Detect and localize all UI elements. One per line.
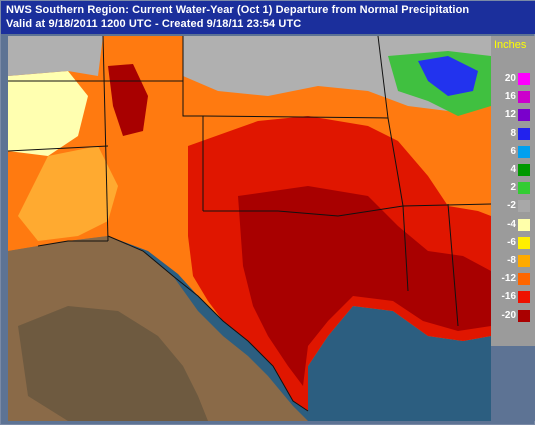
pale-region-west bbox=[8, 71, 88, 156]
legend-item: 2 bbox=[491, 181, 535, 195]
legend-item-label: 20 bbox=[504, 73, 516, 84]
gray-region-northwest bbox=[8, 36, 103, 76]
legend-item: -2 bbox=[491, 199, 535, 213]
legend-item-label: 6 bbox=[510, 145, 516, 157]
drought-region-severe bbox=[238, 186, 491, 386]
legend-item-swatch bbox=[518, 91, 530, 104]
legend-item-swatch bbox=[518, 218, 530, 231]
legend-item-label: -4 bbox=[507, 218, 516, 230]
map-valid-time: Valid at 9/18/2011 1200 UTC - Created 9/… bbox=[6, 18, 302, 30]
legend-item-swatch bbox=[518, 127, 530, 140]
legend-item-label: 2 bbox=[510, 182, 516, 194]
legend-item-label: -20 bbox=[501, 309, 516, 321]
legend-footer bbox=[491, 346, 535, 421]
legend-item-swatch bbox=[518, 255, 530, 267]
legend-item: -4 bbox=[491, 218, 535, 231]
legend-item-swatch bbox=[518, 182, 530, 195]
legend-title: Inches bbox=[494, 39, 527, 51]
legend-item: -20 bbox=[491, 309, 535, 322]
legend-item: -12 bbox=[491, 272, 535, 286]
yellow-region-southwest bbox=[18, 146, 118, 241]
us-mexico-border bbox=[107, 235, 309, 412]
legend-item-label: -12 bbox=[501, 273, 516, 285]
legend-item: 6 bbox=[491, 145, 535, 158]
legend-item: 4 bbox=[491, 163, 535, 176]
legend-item-label: 4 bbox=[510, 164, 516, 175]
legend-item-swatch bbox=[518, 236, 530, 249]
legend-item: -8 bbox=[491, 254, 535, 267]
legend-item-swatch bbox=[518, 273, 530, 286]
legend-item: 12 bbox=[491, 108, 535, 122]
legend-item-swatch bbox=[518, 164, 530, 176]
very-wet-region-northeast bbox=[418, 56, 478, 96]
state-borders bbox=[8, 36, 491, 327]
mexico-mountains bbox=[18, 306, 208, 421]
legend-item-label: -16 bbox=[501, 291, 516, 303]
precipitation-map bbox=[8, 36, 491, 421]
legend-item-label: -2 bbox=[507, 200, 516, 212]
precipitation-legend: Inches 20 16 12 8 6 4 2 -2 -4 -6 -8 -12 -16 -20 bbox=[491, 36, 535, 346]
legend-item-swatch bbox=[518, 73, 530, 85]
legend-item-label: 8 bbox=[510, 127, 516, 139]
legend-item: -16 bbox=[491, 290, 535, 304]
legend-item: -6 bbox=[491, 236, 535, 249]
legend-item-swatch bbox=[518, 309, 530, 322]
precipitation-map-graphic bbox=[8, 36, 491, 421]
legend-item: 8 bbox=[491, 127, 535, 140]
legend-item: 16 bbox=[491, 90, 535, 104]
legend-item: 20 bbox=[491, 72, 535, 85]
legend-item-swatch bbox=[518, 109, 530, 122]
legend-item-swatch bbox=[518, 145, 530, 158]
legend-item-label: 12 bbox=[504, 109, 516, 121]
map-title: NWS Southern Region: Current Water-Year … bbox=[6, 4, 470, 16]
legend-item-swatch bbox=[518, 291, 530, 304]
map-header: NWS Southern Region: Current Water-Year … bbox=[1, 1, 535, 34]
drought-region-colorado bbox=[108, 64, 148, 136]
legend-item-label: -8 bbox=[507, 255, 516, 266]
legend-item-label: 16 bbox=[504, 91, 516, 103]
legend-item-swatch bbox=[518, 200, 530, 213]
legend-item-label: -6 bbox=[507, 236, 516, 248]
